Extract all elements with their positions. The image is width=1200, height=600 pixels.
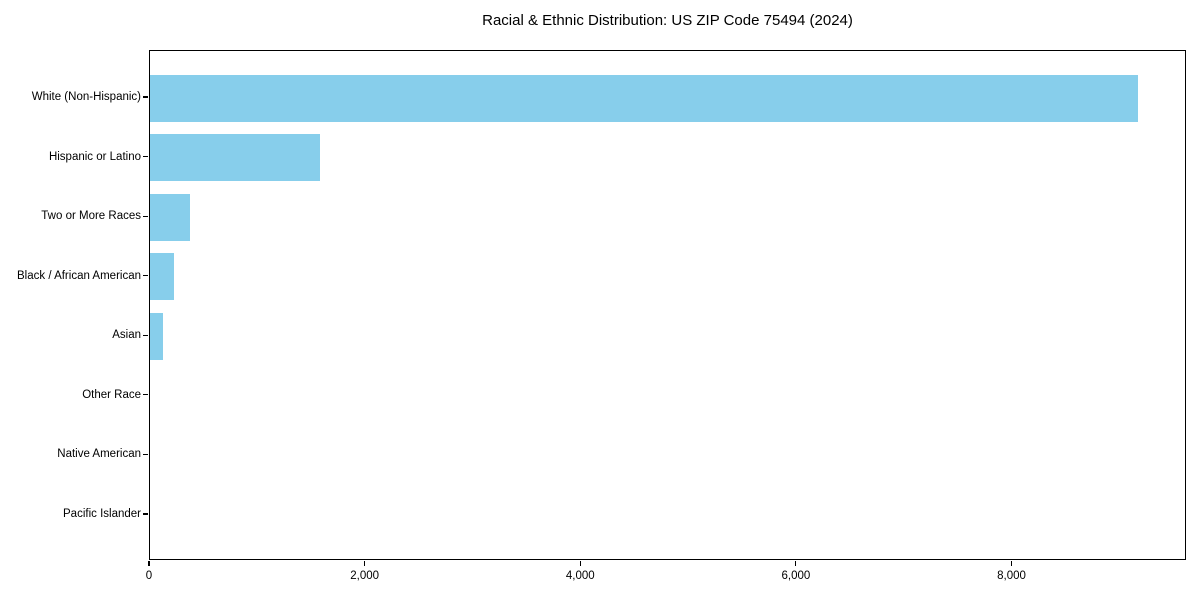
y-tick-label: Hispanic or Latino (48, 150, 141, 163)
y-tick-mark (143, 96, 148, 98)
y-tick-mark (143, 513, 148, 515)
y-tick-label: Other Race (82, 388, 141, 401)
y-tick-label: White (Non-Hispanic) (31, 91, 141, 103)
x-tick-label: 0 (145, 570, 153, 582)
y-tick-label: Two or More Races (41, 210, 141, 223)
y-tick-mark (143, 334, 148, 336)
y-tick-label: Asian (112, 329, 141, 342)
y-tick-mark (143, 155, 148, 158)
y-tick-label: Native American (57, 448, 141, 461)
x-tick-label: 6,000 (781, 570, 811, 582)
y-tick-mark (143, 275, 148, 277)
x-tick-label: 8,000 (997, 570, 1026, 582)
x-tick-label: 2,000 (350, 570, 380, 582)
y-tick-label: Black / African American (17, 269, 141, 282)
x-tick-mark (1010, 561, 1013, 566)
x-tick-mark (364, 561, 366, 566)
bar-two-or-more-races (150, 193, 191, 241)
y-tick-mark (143, 394, 148, 396)
x-tick-mark (579, 561, 581, 566)
chart-title: Racial & Ethnic Distribution: US ZIP Cod… (482, 12, 853, 29)
x-tick-mark (795, 561, 797, 566)
bar-hispanic-or-latino (150, 134, 320, 182)
y-tick-mark (143, 215, 148, 217)
x-tick-label: 4,000 (565, 570, 595, 582)
bar-black-african-american (150, 253, 175, 301)
bar-white-non-hispanic (150, 74, 1138, 122)
bar-asian (150, 312, 163, 360)
plot-area (149, 50, 1186, 560)
y-tick-label: Pacific Islander (63, 507, 141, 520)
x-tick-mark (148, 561, 150, 566)
y-tick-mark (143, 453, 148, 455)
